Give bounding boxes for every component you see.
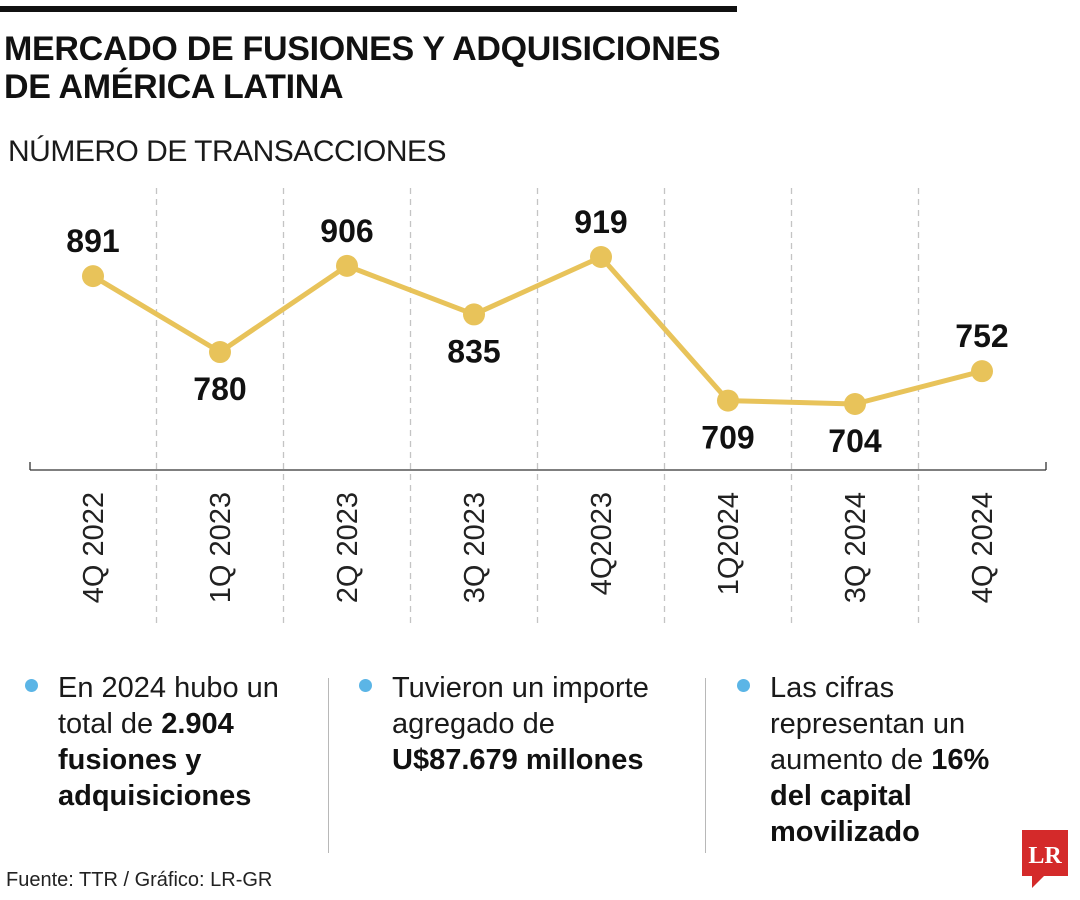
- chart-subtitle: NÚMERO DE TRANSACCIONES: [8, 135, 447, 168]
- notes-divider: [328, 678, 329, 853]
- data-point: [717, 389, 739, 412]
- data-point: [590, 246, 612, 268]
- note-2-text: Tuvieron un importe agregado de: [392, 672, 649, 740]
- note-2: Tuvieron un importe agregado de U$87.679…: [359, 670, 682, 778]
- svg-text:LR: LR: [1028, 843, 1062, 869]
- data-point: [209, 341, 231, 364]
- data-point: [971, 360, 993, 383]
- top-rule: [0, 6, 737, 12]
- data-label: 891: [66, 223, 119, 259]
- bullet-icon: [359, 679, 372, 692]
- data-label: 835: [447, 333, 500, 369]
- data-label: 752: [955, 318, 1008, 354]
- chart-title: MERCADO DE FUSIONES Y ADQUISICIONES DE A…: [4, 30, 721, 106]
- x-tick-label: 1Q2024: [713, 492, 745, 595]
- line-chart: 891 4Q 2022 780 1Q 2023 906 2Q 2023 835 3Q 2023…: [29, 188, 1047, 628]
- data-label: 780: [193, 371, 246, 407]
- x-tick-label: 4Q2023: [586, 492, 618, 595]
- lr-logo: LR: [1022, 830, 1068, 888]
- note-3-highlight: 16% del capital movilizado: [770, 744, 990, 848]
- x-tick-label: 3Q 2023: [459, 492, 491, 603]
- x-tick-label: 2Q 2023: [332, 492, 364, 603]
- data-label: 906: [320, 213, 373, 249]
- data-point: [844, 393, 866, 415]
- source-credit: Fuente: TTR / Gráfico: LR-GR: [6, 869, 273, 891]
- data-point: [463, 303, 485, 326]
- data-point: [336, 254, 358, 277]
- series-line: [90, 254, 985, 407]
- notes-section: En 2024 hubo un total de 2.904 fusiones …: [0, 670, 1080, 855]
- x-tick-label: 1Q 2023: [205, 492, 237, 603]
- note-1-text: En 2024 hubo un total de: [58, 672, 279, 740]
- note-1: En 2024 hubo un total de 2.904 fusiones …: [25, 670, 308, 814]
- notes-divider: [705, 678, 706, 853]
- x-tick-label: 3Q 2024: [840, 492, 872, 603]
- x-tick-label: 4Q 2022: [78, 492, 110, 603]
- note-3: Las cifras representan un aumento de 16%…: [737, 670, 1020, 850]
- bullet-icon: [737, 679, 750, 692]
- data-label: 704: [828, 423, 882, 459]
- data-label: 919: [574, 204, 627, 240]
- data-label: 709: [701, 420, 754, 456]
- x-tick-label: 4Q 2024: [967, 492, 999, 603]
- note-3-text: Las cifras representan un aumento de: [770, 672, 966, 776]
- data-point: [82, 265, 104, 288]
- bullet-icon: [25, 679, 38, 692]
- note-2-highlight: U$87.679 millones: [392, 744, 644, 776]
- note-1-highlight: 2.904 fusiones y adquisiciones: [58, 708, 252, 812]
